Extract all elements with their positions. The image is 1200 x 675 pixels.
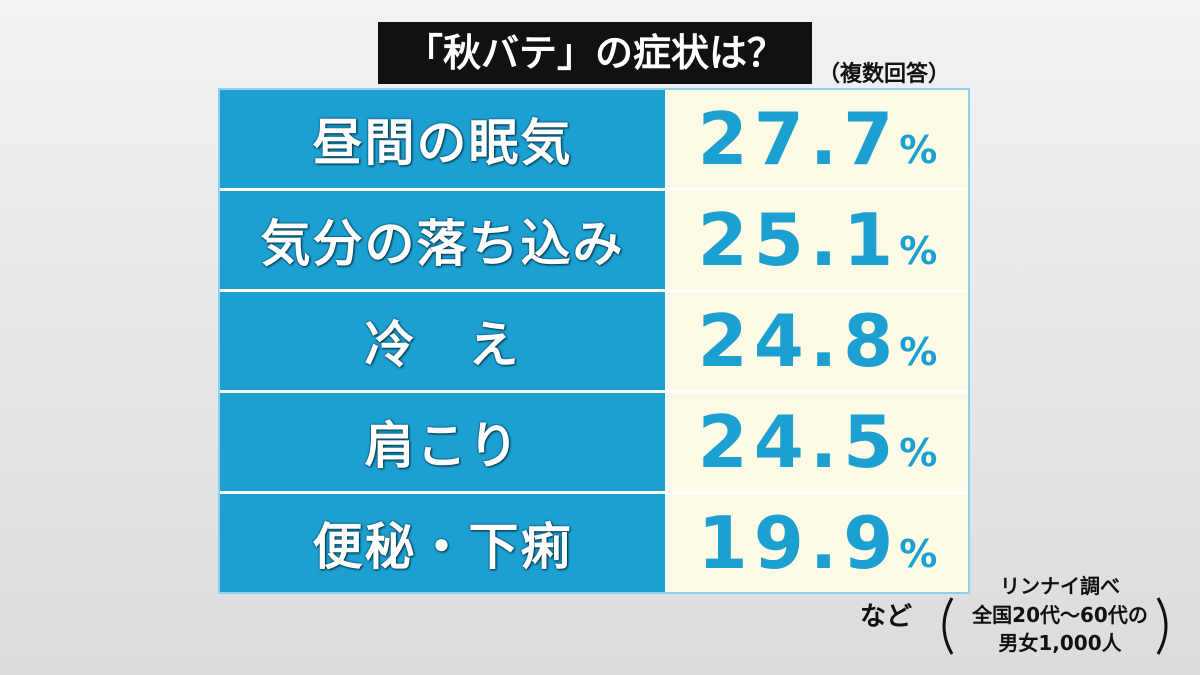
table-row: 気分の落ち込み 25.1% <box>220 191 968 289</box>
value: 24.8 <box>697 299 900 383</box>
value-cell: 24.8% <box>667 292 968 390</box>
value: 24.5 <box>697 400 900 484</box>
table: 昼間の眠気 27.7% 気分の落ち込み 25.1% 冷 え 24.8% 肩こり 24.5% 便秘… <box>218 88 970 594</box>
value-cell: 24.5% <box>667 393 968 491</box>
table-row: 肩こり 24.5% <box>220 393 968 491</box>
unit: % <box>899 431 938 475</box>
value: 25.1 <box>697 198 900 282</box>
table-row: 便秘・下痢 19.9% <box>220 494 968 592</box>
value-cell: 25.1% <box>667 191 968 289</box>
unit: % <box>899 128 938 172</box>
table-row: 冷 え 24.8% <box>220 292 968 390</box>
value-cell: 27.7% <box>667 90 968 188</box>
note: （複数回答） <box>818 62 951 87</box>
table-row: 昼間の眠気 27.7% <box>220 90 968 188</box>
etc: など <box>860 602 913 632</box>
source: リンナイ調べ <box>1000 574 1120 598</box>
bracket <box>942 597 954 655</box>
symptom-label: 冷 え <box>220 292 665 390</box>
symptom-label: 便秘・下痢 <box>220 494 665 592</box>
symptom-label: 気分の落ち込み <box>220 191 665 289</box>
unit: % <box>899 229 938 273</box>
value: 19.9 <box>697 501 900 585</box>
survey-line: 全国20代～60代の <box>972 603 1148 627</box>
value-cell: 19.9% <box>667 494 968 592</box>
unit: % <box>899 330 938 374</box>
survey-line: 男女1,000人 <box>998 631 1122 655</box>
symptom-label: 肩こり <box>220 393 665 491</box>
value: 27.7 <box>697 97 900 181</box>
unit: % <box>899 532 938 576</box>
title: 「秋バテ」の症状は？ <box>378 22 812 84</box>
symptom-label: 昼間の眠気 <box>220 90 665 188</box>
